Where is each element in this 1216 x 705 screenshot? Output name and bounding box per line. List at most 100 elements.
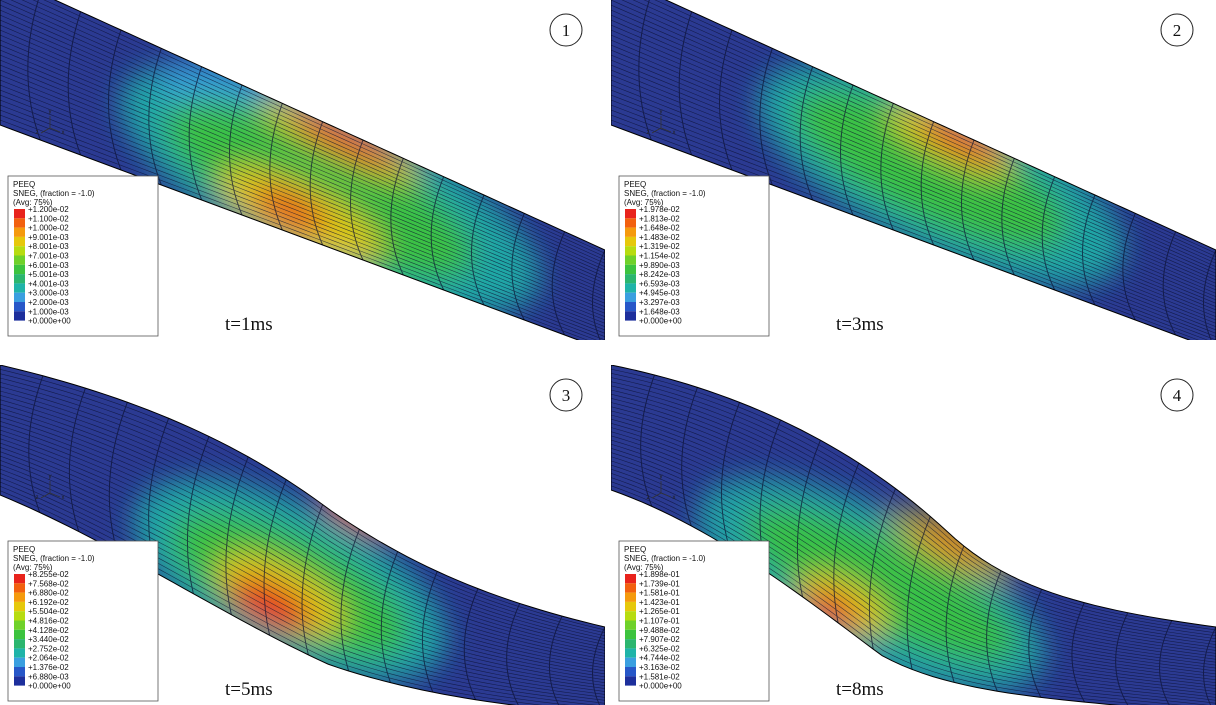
legend-level: +6.880e-03: [28, 672, 69, 681]
legend-swatch: [14, 658, 25, 667]
legend-swatch: [625, 246, 636, 255]
legend-level: +2.752e-02: [28, 644, 69, 653]
panel-number: 2: [1173, 21, 1182, 40]
panel: yzxPEEQSNEG, (fraction = -1.0)(Avg: 75%)…: [599, 365, 1216, 705]
legend-swatch: [14, 265, 25, 274]
legend-level: +8.242e-03: [639, 270, 680, 279]
legend-swatch: [14, 246, 25, 255]
legend-level: +9.001e-03: [28, 233, 69, 242]
legend-level: +3.440e-02: [28, 635, 69, 644]
legend-level: +4.945e-03: [639, 289, 680, 298]
legend-level: +7.001e-03: [28, 252, 69, 261]
legend-swatch: [14, 611, 25, 620]
legend-level: +8.255e-02: [28, 570, 69, 579]
legend-section: SNEG, (fraction = -1.0): [624, 189, 706, 198]
legend-swatch: [14, 639, 25, 648]
legend-level: +1.648e-03: [639, 307, 680, 316]
legend-swatch: [14, 648, 25, 657]
legend-level: +1.813e-02: [639, 214, 680, 223]
legend-swatch: [625, 283, 636, 292]
legend-level: +1.581e-02: [639, 672, 680, 681]
legend-swatch: [14, 302, 25, 311]
legend-swatch: [625, 593, 636, 602]
legend-swatch: [14, 283, 25, 292]
legend-level: +6.325e-02: [639, 644, 680, 653]
triad-label: z: [647, 495, 650, 501]
legend-level: +1.581e-01: [639, 589, 680, 598]
legend-swatch: [625, 621, 636, 630]
legend-swatch: [14, 602, 25, 611]
legend-level: +1.898e-01: [639, 570, 680, 579]
legend-swatch: [625, 311, 636, 320]
triad-label: x: [62, 130, 65, 136]
panel-number: 4: [1173, 386, 1182, 405]
triad-label: x: [62, 495, 65, 501]
legend-swatch: [14, 676, 25, 685]
legend-level: +3.000e-03: [28, 289, 69, 298]
legend-swatch: [14, 228, 25, 237]
legend-swatch: [14, 583, 25, 592]
legend-swatch: [625, 274, 636, 283]
triad-label: z: [647, 130, 650, 136]
legend-swatch: [625, 676, 636, 685]
legend-level: +5.504e-02: [28, 607, 69, 616]
legend-swatch: [14, 593, 25, 602]
triad-label: y: [49, 109, 52, 115]
legend-level: +0.000e+00: [28, 317, 71, 326]
panel-number: 3: [562, 386, 571, 405]
legend-variable: PEEQ: [13, 545, 35, 554]
panel-number: 1: [562, 21, 571, 40]
legend-level: +0.000e+00: [28, 682, 71, 691]
legend-level: +4.128e-02: [28, 626, 69, 635]
panel: yzxPEEQSNEG, (fraction = -1.0)(Avg: 75%)…: [0, 365, 605, 705]
legend-swatch: [14, 218, 25, 227]
legend-level: +7.568e-02: [28, 579, 69, 588]
legend-swatch: [14, 209, 25, 218]
legend-swatch: [625, 218, 636, 227]
legend-swatch: [625, 228, 636, 237]
legend-level: +1.978e-02: [639, 205, 680, 214]
legend-swatch: [625, 583, 636, 592]
legend: PEEQSNEG, (fraction = -1.0)(Avg: 75%)+1.…: [619, 541, 769, 701]
legend-swatch: [625, 602, 636, 611]
legend-swatch: [14, 274, 25, 283]
legend-level: +4.744e-02: [639, 654, 680, 663]
legend-level: +1.200e-02: [28, 205, 69, 214]
legend-swatch: [625, 256, 636, 265]
time-label: t=5ms: [225, 679, 273, 700]
legend-level: +4.816e-02: [28, 617, 69, 626]
triad-label: z: [36, 495, 39, 501]
legend-swatch: [625, 237, 636, 246]
legend-level: +1.648e-02: [639, 224, 680, 233]
legend-level: +6.192e-02: [28, 598, 69, 607]
legend-level: +6.001e-03: [28, 261, 69, 270]
legend-swatch: [625, 574, 636, 583]
legend-level: +1.265e-01: [639, 607, 680, 616]
time-label: t=1ms: [225, 314, 273, 335]
legend-level: +1.319e-02: [639, 242, 680, 251]
triad-label: y: [660, 474, 663, 480]
legend-level: +3.163e-02: [639, 663, 680, 672]
legend-level: +1.483e-02: [639, 233, 680, 242]
legend-level: +1.107e-01: [639, 617, 680, 626]
legend-swatch: [625, 209, 636, 218]
legend-swatch: [14, 667, 25, 676]
legend-level: +0.000e+00: [639, 317, 682, 326]
legend-level: +1.000e-02: [28, 224, 69, 233]
legend-level: +2.000e-03: [28, 298, 69, 307]
time-label: t=3ms: [836, 314, 884, 335]
figure: y z x PEEQSNEG, (fraction = -1.0)(Avg: 75%)…: [0, 0, 1216, 705]
legend-section: SNEG, (fraction = -1.0): [13, 189, 95, 198]
legend-swatch: [14, 237, 25, 246]
legend: PEEQSNEG, (fraction = -1.0)(Avg: 75%)+8.…: [8, 541, 158, 701]
legend: PEEQSNEG, (fraction = -1.0)(Avg: 75%)+1.…: [8, 176, 158, 336]
legend-section: SNEG, (fraction = -1.0): [624, 554, 706, 563]
legend-swatch: [625, 648, 636, 657]
legend-swatch: [625, 639, 636, 648]
legend-section: SNEG, (fraction = -1.0): [13, 554, 95, 563]
legend-swatch: [625, 658, 636, 667]
legend-variable: PEEQ: [624, 545, 646, 554]
legend-swatch: [14, 630, 25, 639]
legend-level: +9.890e-03: [639, 261, 680, 270]
